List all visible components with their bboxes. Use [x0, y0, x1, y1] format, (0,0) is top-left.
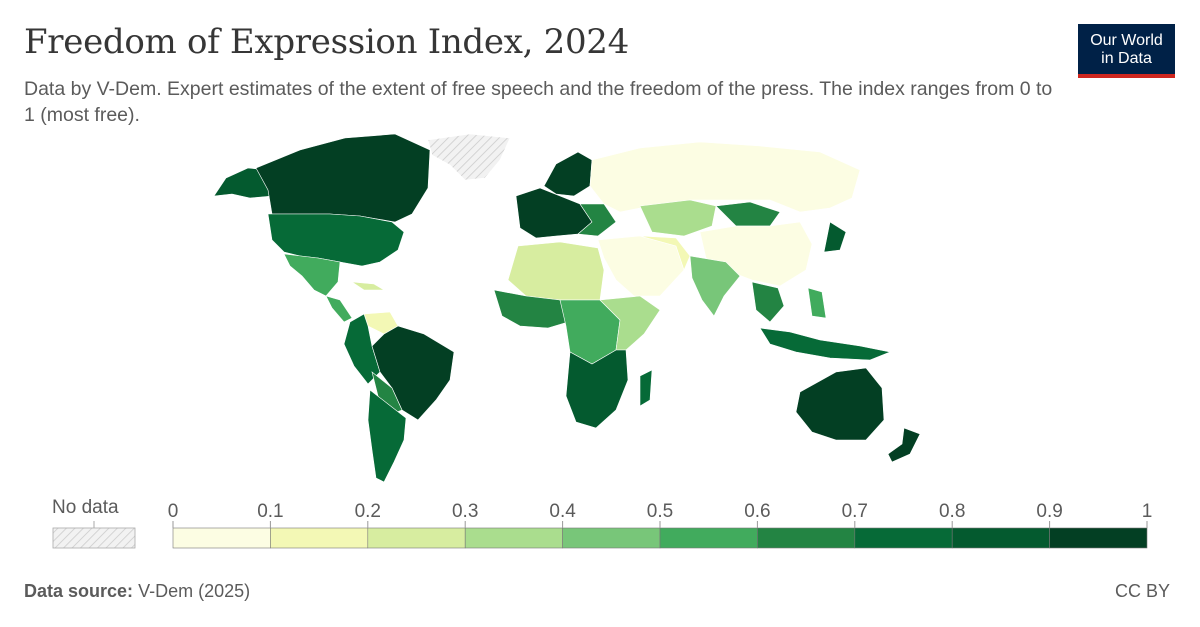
region-cuba[interactable]: [351, 281, 386, 291]
region-western-europe[interactable]: [515, 187, 593, 239]
region-brazil[interactable]: [371, 325, 455, 421]
region-japan[interactable]: [823, 221, 847, 253]
region-australia[interactable]: [795, 367, 885, 441]
region-india[interactable]: [689, 255, 741, 317]
region-new-zealand[interactable]: [887, 427, 921, 463]
chart-subtitle: Data by V-Dem. Expert estimates of the e…: [24, 78, 1053, 126]
region-russia[interactable]: [589, 141, 861, 213]
region-southern-africa[interactable]: [565, 349, 629, 429]
legend-no-data-label: No data: [52, 497, 119, 518]
data-source: Data source: V-Dem (2025): [24, 581, 250, 602]
license[interactable]: CC BY: [1114, 581, 1170, 601]
region-usa[interactable]: [267, 213, 405, 267]
region-middle-east[interactable]: [597, 235, 685, 297]
region-greenland[interactable]: [427, 133, 511, 181]
region-iran-area[interactable]: [639, 235, 691, 271]
region-mexico[interactable]: [283, 253, 341, 297]
region-indonesia[interactable]: [759, 327, 892, 361]
region-southeast-asia[interactable]: [751, 281, 785, 323]
region-mongolia[interactable]: [715, 201, 781, 227]
region-north-africa[interactable]: [507, 241, 605, 301]
logo-line-2: in Data: [1101, 50, 1152, 67]
owid-logo[interactable]: Our World in Data: [1078, 24, 1175, 78]
region-central-america[interactable]: [325, 295, 353, 323]
region-madagascar[interactable]: [639, 369, 653, 407]
logo-line-1: Our World: [1090, 32, 1163, 49]
region-philippines[interactable]: [807, 287, 827, 319]
region-canada[interactable]: [255, 133, 431, 223]
region-southern-cone[interactable]: [367, 389, 407, 483]
data-source-label: Data source:: [24, 581, 134, 601]
region-scandinavia[interactable]: [543, 151, 593, 197]
region-east-africa[interactable]: [599, 295, 661, 351]
chart-title: Freedom of Expression Index, 2024: [24, 22, 629, 62]
data-source-value[interactable]: V-Dem (2025): [138, 581, 251, 601]
region-central-asia[interactable]: [639, 199, 717, 237]
region-west-africa[interactable]: [493, 289, 569, 329]
